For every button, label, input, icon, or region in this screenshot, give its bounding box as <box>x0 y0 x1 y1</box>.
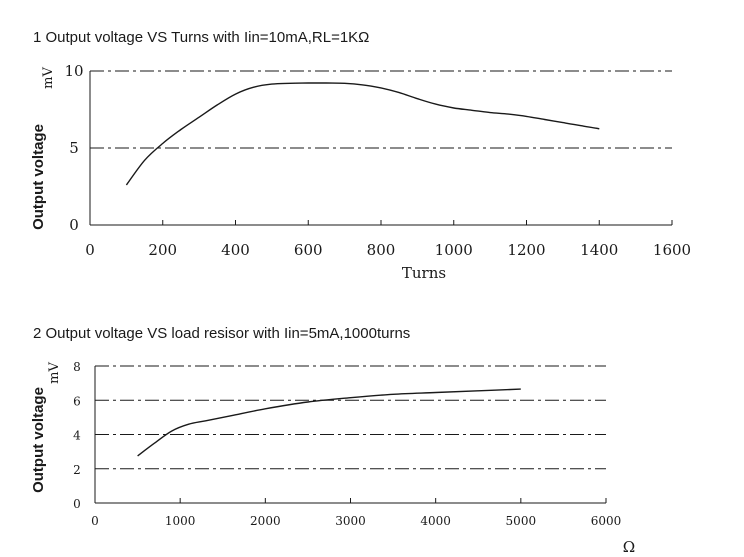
x-tick-label: 1400 <box>580 241 618 259</box>
x-tick-label: 4000 <box>420 514 451 528</box>
x-tick-labels: 0 200 400 600 800 1000 1200 1400 1600 <box>85 241 691 259</box>
x-tick-label: 0 <box>91 514 99 528</box>
chart-title: 1 Output voltage VS Turns with Iin=10mA,… <box>33 29 369 46</box>
x-tick-label: 1200 <box>507 241 545 259</box>
x-axis-label: Turns <box>402 264 446 282</box>
chart-title: 2 Output voltage VS load resisor with Ii… <box>33 325 410 342</box>
y-axis-label: Output voltage <box>30 124 47 230</box>
x-tick-label: 600 <box>294 241 323 259</box>
y-unit-label: mV <box>47 362 62 384</box>
series-layer <box>137 388 521 457</box>
x-tick-label: 6000 <box>591 514 622 528</box>
x-tick-label: 0 <box>85 241 95 259</box>
x-tick-label: 1000 <box>165 514 196 528</box>
chart-voltage-vs-load: 2 Output voltage VS load resisor with Ii… <box>30 325 635 556</box>
series-line <box>137 388 521 457</box>
y-axis-label: Output voltage <box>30 387 47 493</box>
x-tick-label: 200 <box>148 241 177 259</box>
x-tick-label: 5000 <box>506 514 537 528</box>
series-line <box>125 82 600 186</box>
y-tick-label: 10 <box>64 62 83 80</box>
x-tick-label: 800 <box>367 241 396 259</box>
y-tick-label: 6 <box>73 394 81 408</box>
grid-layer <box>95 365 606 470</box>
y-tick-label: 2 <box>73 463 81 477</box>
axis-layer <box>89 71 673 226</box>
y-tick-label: 8 <box>73 360 81 374</box>
y-tick-label: 0 <box>69 216 79 234</box>
grid-layer <box>90 70 672 149</box>
y-tick-label: 0 <box>73 497 81 511</box>
x-tick-label: 3000 <box>335 514 366 528</box>
y-tick-labels: 0 5 10 <box>64 62 83 234</box>
x-axis-label: Ω <box>623 538 635 556</box>
x-tick-label: 2000 <box>250 514 281 528</box>
chart-voltage-vs-turns: 1 Output voltage VS Turns with Iin=10mA,… <box>30 29 691 282</box>
y-unit-label: mV <box>41 67 56 89</box>
y-tick-label: 5 <box>69 139 79 157</box>
axis-layer <box>94 366 607 504</box>
x-tick-labels: 0 1000 2000 3000 4000 5000 6000 <box>91 514 621 528</box>
series-layer <box>125 82 600 186</box>
x-tick-label: 1600 <box>653 241 691 259</box>
x-tick-label: 1000 <box>435 241 473 259</box>
y-tick-label: 4 <box>73 429 81 443</box>
x-tick-label: 400 <box>221 241 250 259</box>
y-tick-labels: 0 2 4 6 8 <box>73 360 81 511</box>
